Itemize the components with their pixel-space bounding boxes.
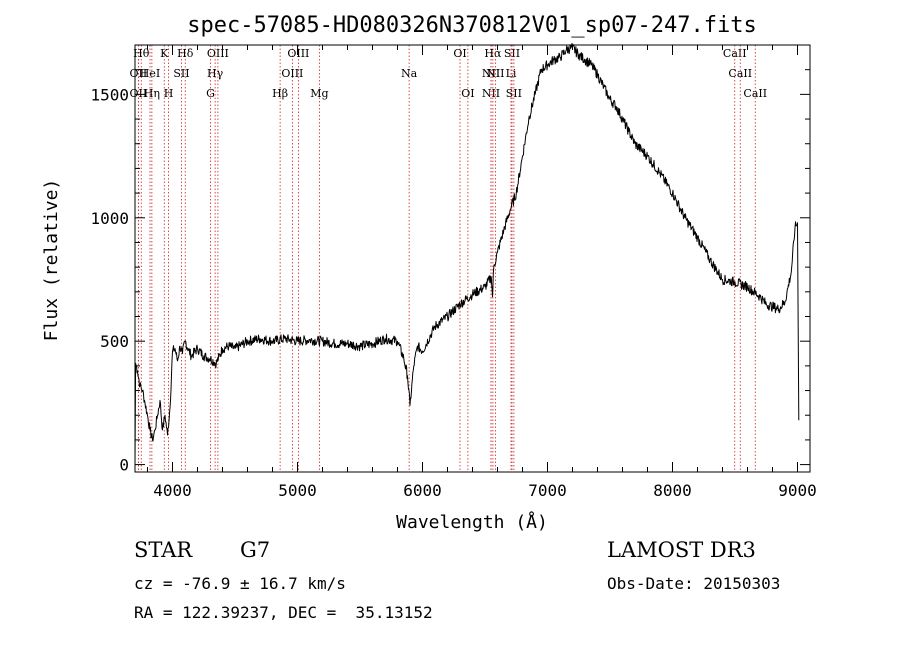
line-label-caii: CaII [723,47,747,60]
x-tick-label: 8000 [653,481,692,500]
coordinates-text: RA = 122.39237, DEC = 35.13152 [134,603,433,622]
survey-label: LAMOST DR3 [607,538,756,562]
line-label-na: Na [401,67,418,80]
x-tick-label: 5000 [278,481,317,500]
line-label-k: K [160,47,169,60]
x-axis-label: Wavelength (Å) [396,511,548,533]
axes: 4000 5000 6000 7000 8000 9000 0 500 1000 1500 [90,44,817,500]
line-label-oi: OI [461,87,474,100]
obs-date-text: Obs-Date: 20150303 [607,574,781,593]
class-label: STAR [134,538,193,562]
line-label-oi: OI [453,47,466,60]
y-tick-label: 1000 [90,209,129,228]
spectrum-series [134,42,800,465]
line-label-hδ: Hδ [177,47,194,60]
line-label-sii: SII [506,87,522,100]
line-label-hα: Hα [484,47,502,60]
line-label-hη: Hη [144,87,160,100]
emission-line-markers: OIIOIIHθHηHeIKHSIIHδGHγOIIIHβOIIIOIIIMgN… [130,45,767,472]
x-tick-label: 4000 [153,481,192,500]
x-tick-label: 9000 [778,481,817,500]
y-tick-label: 0 [119,456,129,475]
subclass-label: G7 [240,538,271,562]
line-label-sii: SII [504,47,520,60]
x-tick-label: 6000 [403,481,442,500]
y-tick-label: 500 [100,332,129,351]
y-axis-label: Flux (relative) [41,179,62,342]
chart-title: spec-57085-HD080326N370812V01_sp07-247.f… [187,13,757,38]
spectrum-line [134,42,800,465]
line-label-oiii: OIII [281,67,303,80]
redshift-text: cz = -76.9 ± 16.7 km/s [134,574,346,593]
line-label-hγ: Hγ [207,67,224,80]
line-label-hβ: Hβ [272,87,288,100]
line-label-sii: SII [173,67,189,80]
line-label-oiii: OIII [207,47,229,60]
y-tick-label: 1500 [90,85,129,104]
line-label-nii: NII [482,87,500,100]
line-label-li: Li [506,67,517,80]
line-label-hei: HeI [140,67,160,80]
line-label-oiii: OIII [287,47,309,60]
line-label-mg: Mg [310,87,328,100]
line-label-hθ: Hθ [133,47,150,60]
line-label-h: H [164,87,174,100]
line-label-g: G [206,87,215,100]
line-label-caii: CaII [743,87,767,100]
line-label-oii: OII [130,87,148,100]
x-tick-label: 7000 [528,481,567,500]
line-label-nii: NII [486,67,504,80]
line-label-caii: CaII [728,67,752,80]
